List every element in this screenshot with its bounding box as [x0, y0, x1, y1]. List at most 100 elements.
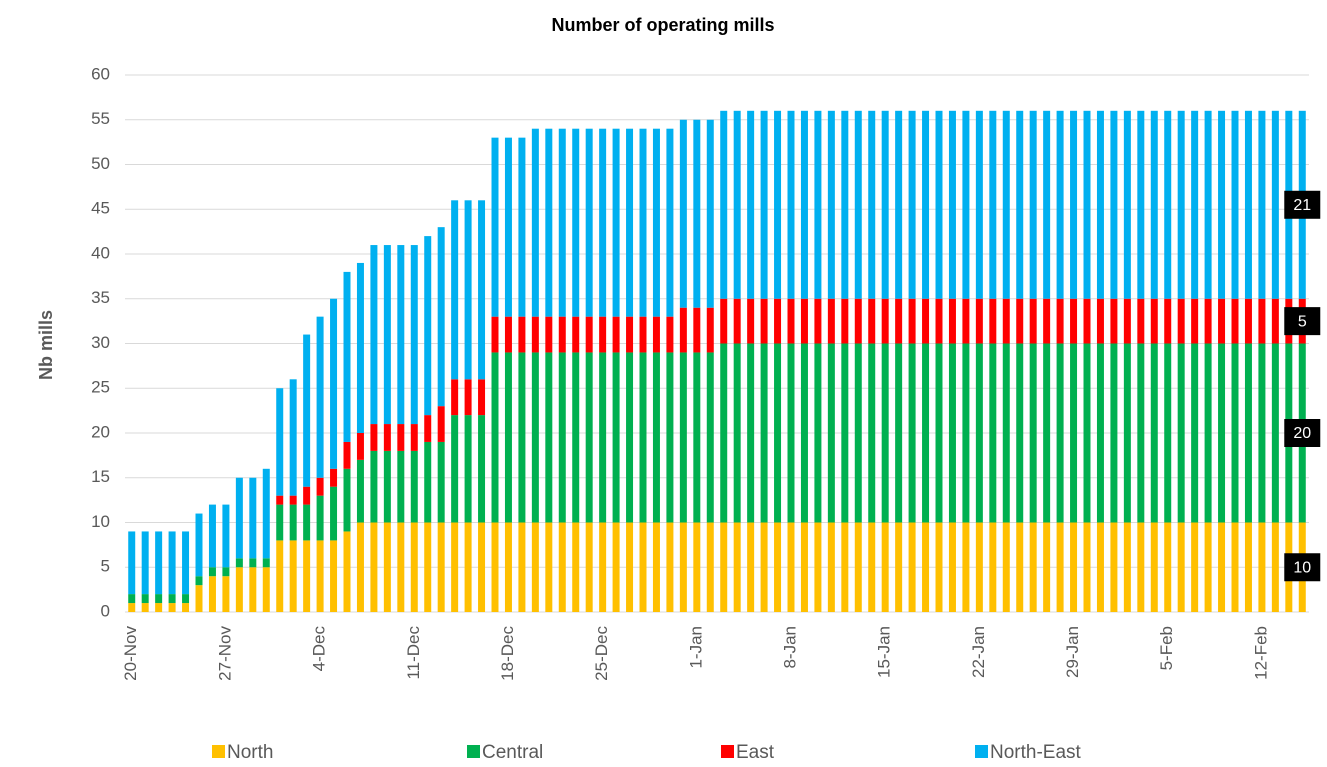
bar-segment	[1271, 298, 1279, 344]
bar-segment	[249, 567, 257, 612]
bar-segment	[706, 352, 714, 523]
bar-segment	[868, 522, 876, 612]
bar-segment	[666, 128, 674, 317]
bar-segment	[356, 459, 364, 523]
bar-segment	[720, 522, 728, 612]
x-tick-label: 8-Jan	[780, 626, 799, 669]
bar-segment	[478, 415, 486, 523]
bar-segment	[558, 128, 566, 317]
bar-segment	[545, 316, 553, 353]
bar-segment	[397, 245, 405, 425]
bar-segment	[572, 522, 580, 612]
bar-segment	[1244, 522, 1252, 612]
bar-segment	[370, 245, 378, 425]
x-tick-label: 27-Nov	[215, 626, 234, 681]
bar-segment	[652, 352, 660, 523]
bar-segment	[235, 567, 243, 612]
bar-segment	[747, 110, 755, 299]
bar-segment	[504, 522, 512, 612]
bar-segment	[1043, 343, 1051, 523]
bar-segment	[1231, 298, 1239, 344]
bar-segment	[854, 522, 862, 612]
legend-swatch	[721, 745, 734, 758]
bar-segment	[612, 316, 620, 353]
bar-segment	[289, 495, 297, 505]
data-label: 20	[1293, 425, 1311, 442]
bar-segment	[235, 558, 243, 568]
bar-segment	[1150, 110, 1158, 299]
bar-segment	[868, 110, 876, 299]
bar-segment	[962, 522, 970, 612]
bar-segment	[1204, 298, 1212, 344]
bar-segment	[1029, 110, 1037, 299]
bar-segment	[814, 110, 822, 299]
bar-segment	[733, 110, 741, 299]
legend-label: Central	[482, 742, 543, 763]
bar-segment	[720, 110, 728, 299]
bar-segment	[1016, 522, 1024, 612]
bar-segment	[572, 352, 580, 523]
bar-segment	[841, 343, 849, 523]
bar-segment	[451, 200, 459, 380]
bar-segment	[1164, 298, 1172, 344]
bar-segment	[787, 522, 795, 612]
bar-segment	[1271, 522, 1279, 612]
bar-segment	[128, 531, 136, 595]
bar-segment	[155, 603, 163, 612]
bar-segment	[599, 352, 607, 523]
bar-segment	[1043, 110, 1051, 299]
bar-segment	[585, 316, 593, 353]
bar-segment	[1191, 298, 1199, 344]
bar-segment	[249, 558, 257, 568]
bar-segment	[1218, 110, 1226, 299]
bar-segment	[599, 316, 607, 353]
bar-segment	[693, 522, 701, 612]
bar-segment	[141, 594, 149, 604]
bar-segment	[303, 334, 311, 487]
bar-segment	[787, 110, 795, 299]
bar-segment	[397, 450, 405, 523]
bar-segment	[464, 379, 472, 416]
bar-segment	[720, 343, 728, 523]
bar-segment	[370, 450, 378, 523]
bar-segment	[693, 119, 701, 308]
bar-segment	[948, 343, 956, 523]
bar-segment	[679, 307, 687, 353]
bar-segment	[747, 522, 755, 612]
bar-segment	[182, 531, 190, 595]
bar-segment	[652, 522, 660, 612]
bar-segment	[922, 110, 930, 299]
bar-segment	[948, 110, 956, 299]
y-tick-label: 10	[91, 512, 110, 531]
data-label-box	[1284, 307, 1321, 336]
bar-segment	[1070, 522, 1078, 612]
bar-segment	[747, 343, 755, 523]
bar-segment	[572, 316, 580, 353]
bar-segment	[868, 298, 876, 344]
bar-segment	[168, 531, 176, 595]
bar-segment	[854, 298, 862, 344]
y-tick-label: 15	[91, 467, 110, 486]
bar-segment	[518, 522, 526, 612]
y-axis-label: Nb mills	[36, 310, 56, 380]
bar-segment	[1218, 298, 1226, 344]
bar-segment	[464, 415, 472, 523]
bar-segment	[787, 298, 795, 344]
bar-segment	[1244, 298, 1252, 344]
bar-segment	[666, 316, 674, 353]
bar-segment	[895, 343, 903, 523]
bar-segment	[1271, 110, 1279, 299]
bar-segment	[679, 522, 687, 612]
bar-segment	[316, 540, 324, 612]
bar-segment	[1123, 110, 1131, 299]
bar-segment	[868, 343, 876, 523]
bar-segment	[303, 486, 311, 505]
bar-segment	[222, 576, 230, 612]
bar-segment	[1070, 343, 1078, 523]
bar-segment	[1258, 110, 1266, 299]
y-tick-label: 25	[91, 378, 110, 397]
bar-segment	[935, 110, 943, 299]
bar-segment	[626, 352, 634, 523]
legend-swatch	[467, 745, 480, 758]
